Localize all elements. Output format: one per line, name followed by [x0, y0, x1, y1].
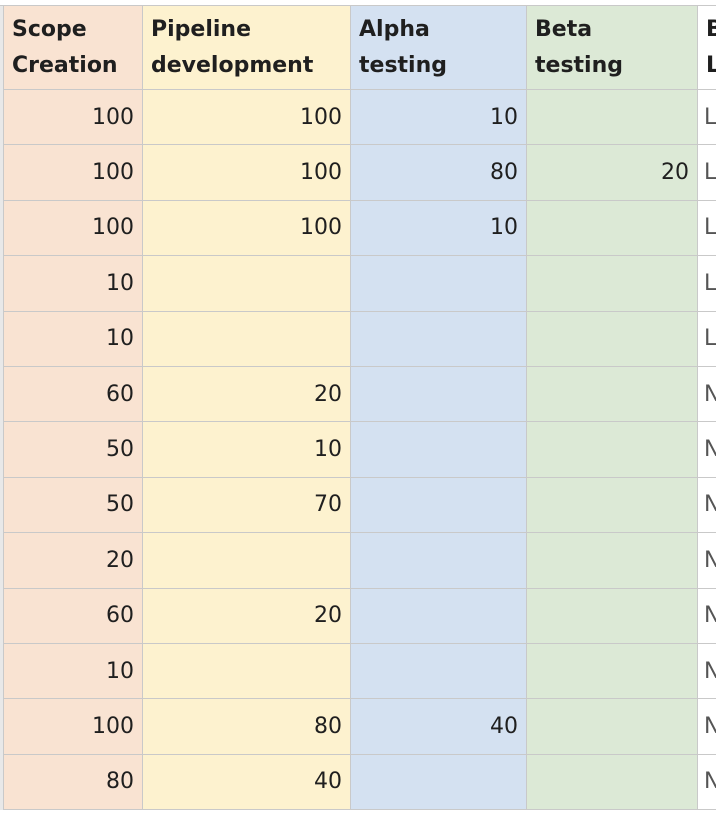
cell[interactable]: 100 — [143, 145, 351, 201]
cell[interactable]: 80 — [351, 145, 527, 201]
cell[interactable] — [351, 477, 527, 534]
cell[interactable]: 80 — [143, 699, 351, 755]
cell[interactable]: 60 — [4, 367, 143, 423]
cell[interactable]: N — [698, 422, 716, 478]
header-line: Scope — [12, 17, 87, 42]
cell[interactable]: 50 — [4, 422, 143, 478]
cell[interactable] — [351, 422, 527, 478]
cell[interactable]: 10 — [351, 90, 527, 146]
cell[interactable] — [143, 311, 351, 367]
cell[interactable]: N — [698, 367, 716, 423]
cell[interactable] — [143, 256, 351, 312]
top-border — [0, 5, 716, 7]
cell[interactable] — [527, 477, 698, 534]
cell[interactable]: 20 — [527, 145, 698, 201]
cell[interactable]: 10 — [4, 644, 143, 700]
cell[interactable] — [351, 588, 527, 644]
header-line: Pipeline — [151, 17, 251, 42]
cell[interactable]: 100 — [4, 90, 143, 146]
cell[interactable] — [527, 699, 698, 755]
cell[interactable]: 40 — [143, 754, 351, 811]
cell[interactable]: 10 — [4, 311, 143, 367]
cell[interactable] — [351, 256, 527, 312]
cell[interactable]: N — [698, 644, 716, 700]
column-header[interactable]: Pipeline development — [143, 6, 351, 90]
column-header[interactable]: Beta testing — [527, 6, 698, 90]
cell[interactable]: 60 — [4, 588, 143, 644]
cell[interactable]: L — [698, 145, 716, 201]
cell[interactable] — [351, 754, 527, 811]
cell[interactable]: 40 — [351, 699, 527, 755]
cell[interactable]: 70 — [143, 477, 351, 534]
header-line: Beta — [535, 17, 593, 42]
cell[interactable]: 100 — [4, 200, 143, 257]
cell[interactable]: 100 — [4, 145, 143, 201]
cell[interactable]: 80 — [4, 754, 143, 811]
cell[interactable]: N — [698, 699, 716, 755]
cell[interactable]: L — [698, 311, 716, 367]
column-header[interactable]: BL — [698, 6, 716, 90]
cell[interactable]: 20 — [143, 367, 351, 423]
cell[interactable] — [527, 367, 698, 423]
header-line: B — [706, 12, 716, 48]
cell[interactable]: 100 — [143, 200, 351, 257]
cell[interactable]: N — [698, 533, 716, 589]
header-line: Alpha — [359, 17, 430, 42]
row-header-strip — [0, 6, 4, 810]
cell[interactable]: 20 — [143, 588, 351, 644]
cell[interactable] — [527, 90, 698, 146]
cell[interactable]: 100 — [143, 90, 351, 146]
cell[interactable]: L — [698, 256, 716, 312]
cell[interactable] — [527, 644, 698, 700]
cell[interactable] — [527, 422, 698, 478]
cell[interactable] — [527, 533, 698, 589]
cell[interactable] — [527, 754, 698, 811]
cell[interactable] — [351, 311, 527, 367]
cell[interactable]: N — [698, 477, 716, 534]
cell[interactable]: 10 — [4, 256, 143, 312]
cell[interactable] — [143, 533, 351, 589]
cell[interactable]: 10 — [351, 200, 527, 257]
header-line: testing — [535, 53, 623, 78]
cell[interactable] — [351, 644, 527, 700]
cell[interactable] — [351, 367, 527, 423]
header-line: development — [151, 53, 314, 78]
cell[interactable]: 20 — [4, 533, 143, 589]
cell[interactable]: L — [698, 90, 716, 146]
cell[interactable]: 10 — [143, 422, 351, 478]
cell[interactable]: 50 — [4, 477, 143, 534]
cell[interactable] — [527, 311, 698, 367]
column-header[interactable]: Alpha testing — [351, 6, 527, 90]
cell[interactable]: N — [698, 754, 716, 811]
cell[interactable] — [351, 533, 527, 589]
cell[interactable]: N — [698, 588, 716, 644]
column-header[interactable]: Scope Creation — [4, 6, 143, 90]
cell[interactable] — [527, 588, 698, 644]
header-line: Creation — [12, 53, 118, 78]
cell[interactable] — [143, 644, 351, 700]
cell[interactable] — [527, 256, 698, 312]
cell[interactable]: 100 — [4, 699, 143, 755]
header-line: L — [706, 48, 716, 84]
cell[interactable]: L — [698, 200, 716, 257]
header-line: testing — [359, 53, 447, 78]
cell[interactable] — [527, 200, 698, 257]
